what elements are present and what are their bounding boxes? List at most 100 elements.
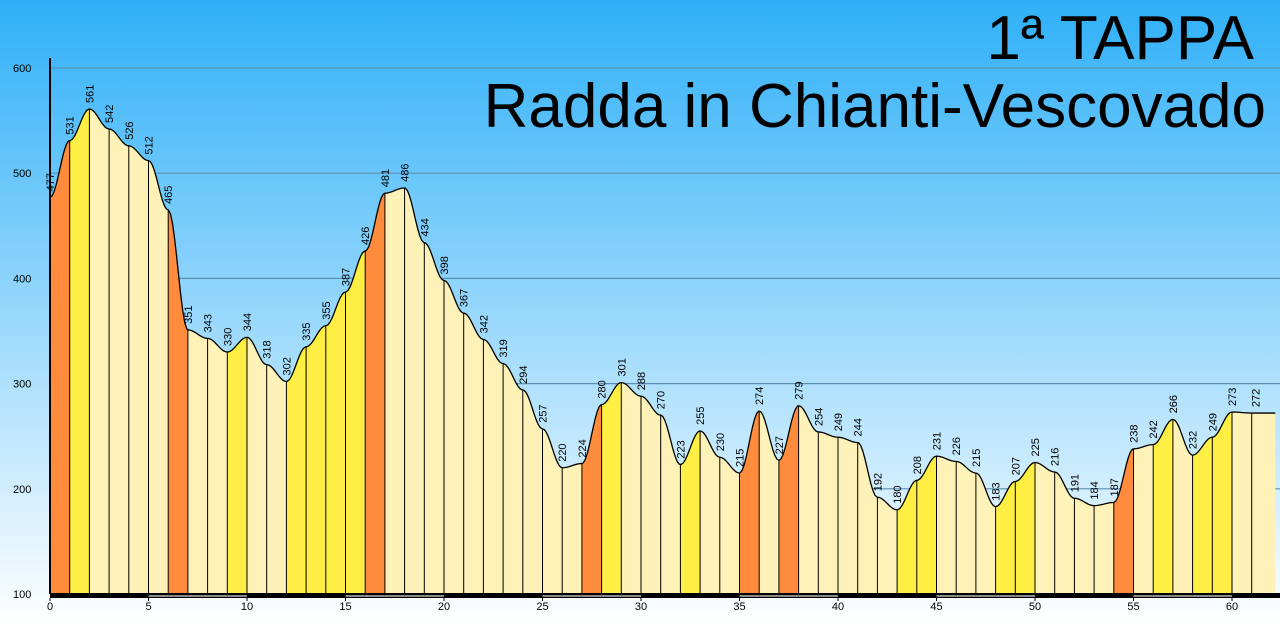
x-axis-stripe-59 [1212,595,1232,597]
elevation-label-km-3: 542 [104,105,116,123]
segment-km-35 [739,410,760,594]
segment-km-2 [89,109,110,594]
segment-km-9 [227,337,247,594]
elevation-label-km-25: 257 [538,404,550,422]
segment-km-61 [1251,413,1276,594]
segment-km-3 [109,129,129,594]
elevation-label-km-35: 215 [735,449,747,467]
elevation-label-km-18: 486 [400,164,412,182]
elevation-label-km-56: 242 [1148,420,1160,438]
elevation-label-km-14: 355 [321,301,333,319]
segment-km-29 [621,382,641,594]
segment-km-47 [975,473,996,594]
segment-km-38 [798,405,819,594]
y-tick-label-600: 600 [13,63,31,75]
elevation-labels: 477 531 561 542 526 512 465 351 343 330 344 318 302 3… [45,85,1263,504]
segment-km-30 [641,396,661,594]
elevation-label-km-29: 301 [616,358,628,376]
elevation-label-km-5: 512 [144,136,156,154]
profile-outline [49,108,1276,511]
segment-km-31 [660,415,681,594]
segment-km-53 [1094,502,1114,594]
elevation-label-km-60: 273 [1227,388,1239,406]
segment-km-56 [1153,419,1173,594]
x-axis-stripe-15 [345,595,366,597]
elevation-label-km-10: 344 [242,313,254,331]
x-axis-stripe-26 [562,595,582,597]
elevation-label-km-2: 561 [84,85,96,103]
elevation-label-km-42: 192 [872,473,884,491]
elevation-label-km-30: 288 [636,372,648,390]
x-axis-stripe-55 [1133,595,1154,597]
elevation-label-km-27: 224 [577,439,589,457]
x-axis-stripe-56 [1153,595,1173,597]
chart-title: 1ª TAPPA [986,4,1254,73]
segment-km-48 [995,481,1016,594]
elevation-label-km-11: 318 [262,340,274,358]
segment-km-1 [69,109,90,594]
segment-km-25 [542,428,563,594]
segment-km-32 [680,430,701,594]
y-tick-label-100: 100 [13,589,31,601]
segment-km-20 [444,280,464,594]
elevation-label-km-55: 238 [1129,424,1141,442]
x-axis-stripe-35 [739,595,760,597]
elevation-label-km-48: 183 [991,482,1003,500]
elevation-label-km-46: 226 [951,437,963,455]
x-axis-stripe-38 [798,595,819,597]
elevation-label-km-20: 398 [439,256,451,274]
elevation-label-km-38: 279 [794,381,806,399]
segment-km-18 [404,187,425,594]
x-axis-stripe-48 [995,595,1016,597]
elevation-label-km-39: 254 [813,408,825,426]
segment-km-19 [424,242,444,594]
segment-km-57 [1172,419,1193,594]
elevation-label-km-9: 330 [222,328,234,346]
y-tick-label-300: 300 [13,379,31,391]
segment-km-51 [1054,471,1075,594]
segment-km-49 [1015,462,1035,594]
x-axis-stripe-7 [187,595,208,597]
elevation-label-km-31: 270 [656,391,668,409]
x-tick-label-15: 15 [339,601,351,613]
segment-km-8 [207,338,228,594]
x-tick-label-55: 55 [1127,601,1139,613]
segment-km-6 [168,210,188,594]
elevation-label-km-33: 255 [695,407,707,425]
segment-km-42 [877,497,898,594]
segment-km-11 [266,364,287,594]
segment-km-12 [286,346,307,594]
elevation-label-km-34: 230 [715,433,727,451]
elevation-label-km-15: 387 [341,268,353,286]
segment-km-15 [345,251,366,595]
segment-km-24 [522,389,543,594]
segment-km-14 [325,292,346,594]
segment-km-46 [956,461,976,594]
x-axis-stripe-6 [168,595,188,597]
segment-km-17 [384,187,405,594]
y-tick-label-400: 400 [13,273,31,285]
elevation-label-km-37: 227 [774,436,786,454]
y-tick-label-500: 500 [13,168,31,180]
axes: 0 5 10 15 20 25 30 35 40 45 50 55 60 [47,58,1280,613]
elevation-label-km-24: 294 [518,366,530,384]
elevation-label-km-45: 231 [932,432,944,450]
x-axis-stripe-9 [227,595,247,597]
x-axis-stripe-29 [621,595,641,597]
elevation-label-km-32: 223 [675,440,687,458]
segment-km-10 [247,337,267,594]
segment-km-34 [719,457,740,594]
elevation-label-km-44: 208 [912,456,924,474]
elevation-label-km-61: 272 [1251,389,1263,407]
x-tick-label-35: 35 [733,601,745,613]
elevation-label-km-53: 184 [1089,481,1101,499]
x-axis-stripe-27 [581,595,602,597]
x-tick-label-50: 50 [1029,601,1041,613]
x-axis-stripe-25 [542,595,563,597]
segment-km-40 [838,437,858,594]
x-axis-stripe-19 [424,595,444,597]
elevation-label-km-19: 434 [419,218,431,236]
segment-km-22 [483,339,504,594]
